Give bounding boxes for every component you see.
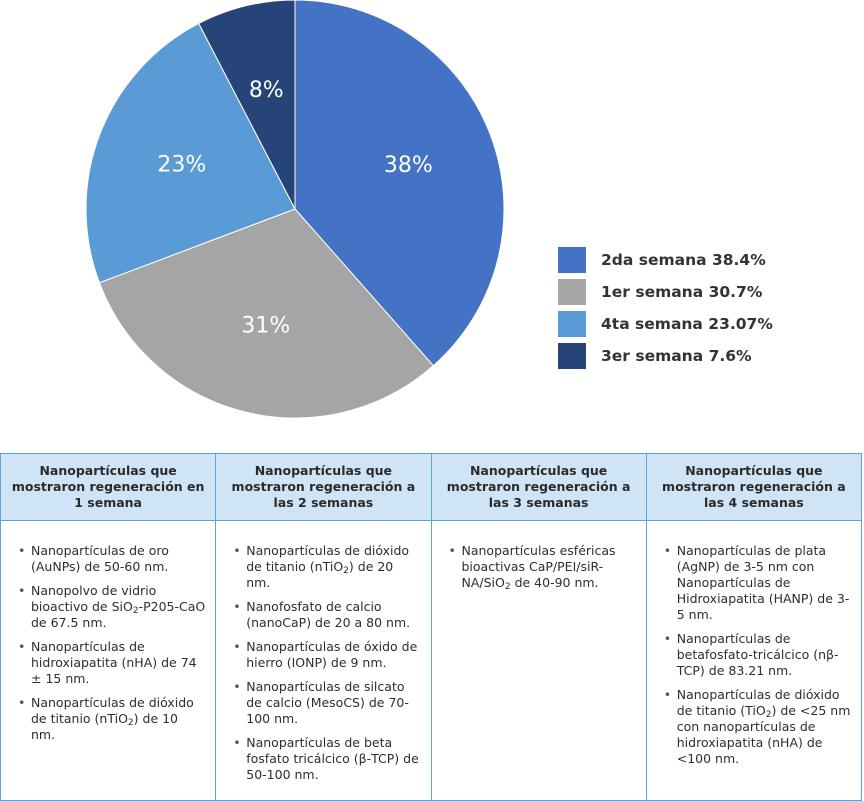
header-week-2: Nanopartículas que mostraron regeneració… — [215, 453, 432, 521]
chart-legend: 2da semana 38.4% 1er semana 30.7% 4ta se… — [558, 247, 773, 375]
legend-label: 4ta semana 23.07% — [601, 315, 773, 333]
list-item: Nanopartículas de beta fosfato tricálcic… — [233, 735, 420, 783]
table-row: Nanopartículas de oro (AuNPs) de 50-60 n… — [0, 520, 863, 801]
list-item: Nanofosfato de calcio (nanoCaP) de 20 a … — [233, 599, 420, 631]
legend-item-3er-semana: 3er semana 7.6% — [558, 343, 773, 369]
legend-swatch — [558, 343, 586, 369]
cell-week-1: Nanopartículas de oro (AuNPs) de 50-60 n… — [0, 520, 217, 801]
pie-label-2da-semana: 38% — [384, 153, 433, 178]
pie-label-4ta-semana: 23% — [157, 153, 206, 178]
legend-item-1er-semana: 1er semana 30.7% — [558, 279, 773, 305]
list-item: Nanopartículas de hidroxiapatita (nHA) d… — [18, 639, 205, 687]
list: Nanopartículas de oro (AuNPs) de 50-60 n… — [13, 543, 205, 743]
list-item: Nanopartículas esféricas bioactivas CaP/… — [448, 543, 636, 592]
list-item: Nanopolvo de vidrio bioactivo de SiO2-P2… — [18, 583, 205, 631]
legend-label: 3er semana 7.6% — [601, 347, 752, 365]
pie-label-1er-semana: 31% — [241, 314, 290, 339]
nanoparticles-table: Nanopartículas que mostraron regeneració… — [0, 453, 863, 801]
header-week-1: Nanopartículas que mostraron regeneració… — [0, 453, 217, 521]
header-week-3: Nanopartículas que mostraron regeneració… — [430, 453, 647, 521]
list-item: Nanopartículas de plata (AgNP) de 3-5 nm… — [664, 543, 851, 623]
list: Nanopartículas de plata (AgNP) de 3-5 nm… — [659, 543, 851, 767]
list-item: Nanopartículas de dióxido de titanio (nT… — [18, 695, 205, 743]
legend-label: 1er semana 30.7% — [601, 283, 763, 301]
list: Nanopartículas esféricas bioactivas CaP/… — [444, 543, 636, 592]
legend-label: 2da semana 38.4% — [601, 251, 766, 269]
pie-label-3er-semana: 8% — [249, 78, 284, 103]
legend-swatch — [558, 247, 586, 273]
pie-chart: 38% 31% 23% 8% — [85, 0, 505, 419]
cell-week-3: Nanopartículas esféricas bioactivas CaP/… — [430, 520, 647, 801]
header-week-4: Nanopartículas que mostraron regeneració… — [645, 453, 863, 521]
pie-slice-3er-semana — [198, 0, 296, 210]
list-item: Nanopartículas de oro (AuNPs) de 50-60 n… — [18, 543, 205, 575]
list-item: Nanopartículas de dióxido de titanio (Ti… — [664, 687, 851, 767]
table-header-row: Nanopartículas que mostraron regeneració… — [0, 453, 863, 521]
list: Nanopartículas de dióxido de titanio (nT… — [228, 543, 420, 783]
cell-week-2: Nanopartículas de dióxido de titanio (nT… — [215, 520, 432, 801]
pie-slice-2da-semana — [294, 0, 505, 367]
list-item: Nanopartículas de óxido de hierro (IONP)… — [233, 639, 420, 671]
legend-swatch — [558, 279, 586, 305]
legend-item-2da-semana: 2da semana 38.4% — [558, 247, 773, 273]
list-item: Nanopartículas de dióxido de titanio (nT… — [233, 543, 420, 591]
pie-slice-1er-semana — [98, 208, 435, 419]
pie-slice-4ta-semana — [85, 22, 296, 284]
cell-week-4: Nanopartículas de plata (AgNP) de 3-5 nm… — [645, 520, 863, 801]
list-item: Nanopartículas de silcato de calcio (Mes… — [233, 679, 420, 727]
legend-item-4ta-semana: 4ta semana 23.07% — [558, 311, 773, 337]
legend-swatch — [558, 311, 586, 337]
list-item: Nanopartículas de betafosfato-tricálcico… — [664, 631, 851, 679]
